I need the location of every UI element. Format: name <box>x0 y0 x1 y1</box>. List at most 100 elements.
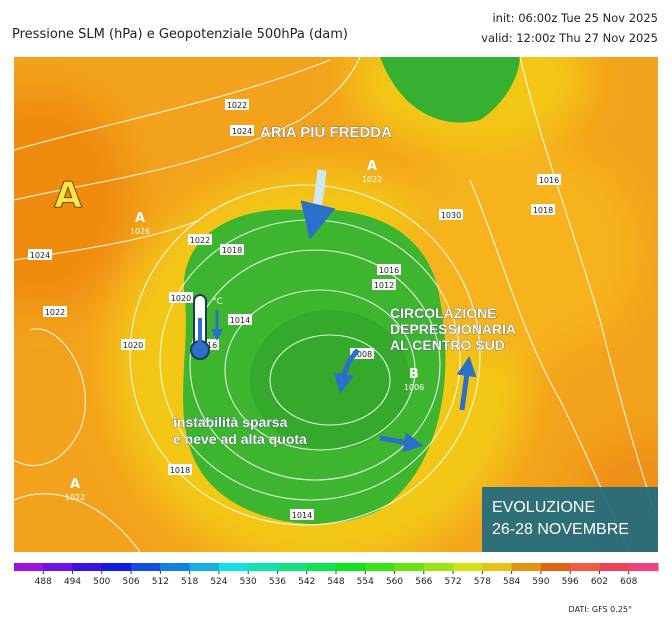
isobar-label-bg <box>290 509 314 520</box>
colorbar-label: 524 <box>210 577 227 587</box>
data-source: DATI: GFS 0.25° <box>569 605 632 614</box>
colorbar-segment <box>511 563 542 571</box>
circulation-line: CIRCOLAZIONE <box>390 305 497 321</box>
thermometer-unit: °C <box>212 297 223 307</box>
colorbar-segment <box>160 563 191 571</box>
isobar-label-bg <box>121 339 145 350</box>
isobar-label: 1018 <box>533 206 553 215</box>
evolution-line: EVOLUZIONE <box>492 499 595 516</box>
colorbar-label: 578 <box>474 577 491 587</box>
isobar-label: 1012 <box>374 281 394 290</box>
evolution-box <box>482 487 658 552</box>
isobar-label: 1022 <box>45 308 65 317</box>
isobar-label-bg <box>169 292 193 303</box>
colorbar-label: 560 <box>386 577 403 587</box>
isobar-label-bg <box>28 249 52 260</box>
colorbar-segment <box>72 563 103 571</box>
colorbar-label: 512 <box>152 577 169 587</box>
circulation-line: DEPRESSIONARIA <box>390 321 516 337</box>
init-time: init: 06:00z Tue 25 Nov 2025 <box>492 11 658 25</box>
colorbar-segment <box>394 563 425 571</box>
center-letter: A <box>367 159 377 174</box>
colorbar-label: 602 <box>591 577 608 587</box>
colorbar-label: 596 <box>562 577 579 587</box>
isobar-label-bg <box>43 306 67 317</box>
colorbar-label: 506 <box>122 577 139 587</box>
colorbar-segment <box>365 563 396 571</box>
valid-time: valid: 12:00z Thu 27 Nov 2025 <box>481 31 658 45</box>
colorbar-segment <box>248 563 278 571</box>
colorbar-label: 554 <box>357 577 374 587</box>
colorbar-label: 488 <box>35 577 52 587</box>
colorbar-segment <box>131 563 161 571</box>
colorbar-segment <box>277 563 308 571</box>
colorbar-segment <box>101 563 132 571</box>
colorbar-label: 530 <box>240 577 257 587</box>
isobar-label-bg <box>168 464 192 475</box>
center-value: 1026 <box>130 227 150 236</box>
colorbar-segment <box>43 563 74 571</box>
isobar-label: 1014 <box>230 316 250 325</box>
isobars <box>14 57 658 552</box>
circulation-line: AL CENTRO SUD <box>390 337 505 353</box>
cold-air-label: ARIA PIÙ FREDDA <box>260 123 392 141</box>
isobar-label-bg <box>377 264 401 275</box>
isobar-label-bg <box>220 244 244 255</box>
isobar-label-bg <box>439 209 463 220</box>
colorbar-segment <box>628 563 659 571</box>
colorbar-segment <box>14 563 44 571</box>
isobar-label-bg <box>372 279 396 290</box>
colorbar-label: 548 <box>327 577 344 587</box>
isobar-label-bg <box>531 204 555 215</box>
colorbar-label: 584 <box>503 577 520 587</box>
isobar-label: 1018 <box>222 246 242 255</box>
isobar-label: 1016 <box>379 266 399 275</box>
isobar-label: 1008 <box>352 350 372 359</box>
isobar-label-bg <box>350 348 374 359</box>
colorbar-label: 590 <box>532 577 549 587</box>
isobar-label: 1018 <box>170 466 190 475</box>
isobar-label: 1024 <box>232 127 252 136</box>
center-value: 1022 <box>362 175 382 184</box>
isobar-label-bg <box>230 125 254 136</box>
colorbar-segment <box>423 563 454 571</box>
instability-line: e neve ad alta quota <box>173 431 307 447</box>
colorbar-segment <box>336 563 366 571</box>
isobar-label: 1020 <box>123 341 143 350</box>
center-letter: A <box>135 211 145 226</box>
isobar-labels: 1024 1022 1024 1022 1020 1018 1016 1014 1012 1008… <box>28 99 561 520</box>
colorbar-label: 500 <box>93 577 110 587</box>
isobar-label: 1024 <box>30 251 50 260</box>
colorbar-segment <box>540 563 571 571</box>
colorbar-label: 494 <box>64 577 81 587</box>
isobar-label-bg <box>537 174 561 185</box>
colorbar-label: 542 <box>298 577 315 587</box>
evolution-line: 26-28 NOVEMBRE <box>492 521 629 538</box>
colorbar-segment <box>306 563 337 571</box>
isobar-label: 1022 <box>190 236 210 245</box>
colorbar-segment <box>218 563 249 571</box>
isobar-label-bg <box>188 234 212 245</box>
colorbar-segment <box>599 563 630 571</box>
colorbar-segment <box>482 563 513 571</box>
colorbar-label: 608 <box>620 577 637 587</box>
colorbar-label: 518 <box>181 577 198 587</box>
high-pressure-label: A <box>54 175 82 216</box>
isobar-label: 1016 <box>539 176 559 185</box>
isobar-label-bg <box>228 314 252 325</box>
center-value: 1006 <box>404 383 424 392</box>
colorbar-label: 536 <box>269 577 286 587</box>
center-letter: B <box>409 367 419 382</box>
colorbar-segment <box>189 563 220 571</box>
colorbar-label: 572 <box>444 577 461 587</box>
map-area: 1024 1022 1024 1022 1020 1018 1016 1014 1012 1008… <box>14 57 658 552</box>
colorbar-segment <box>570 563 600 571</box>
instability-line: instabilità sparsa <box>173 414 288 430</box>
isobar-label: 1030 <box>441 211 461 220</box>
center-value: 1022 <box>65 493 85 502</box>
colorbar: 488 494 500 506 512 518 524 530 536 542 548 554 560 5… <box>14 563 659 587</box>
map-title: Pressione SLM (hPa) e Geopotenziale 500h… <box>12 27 348 42</box>
thermometer <box>190 294 223 360</box>
